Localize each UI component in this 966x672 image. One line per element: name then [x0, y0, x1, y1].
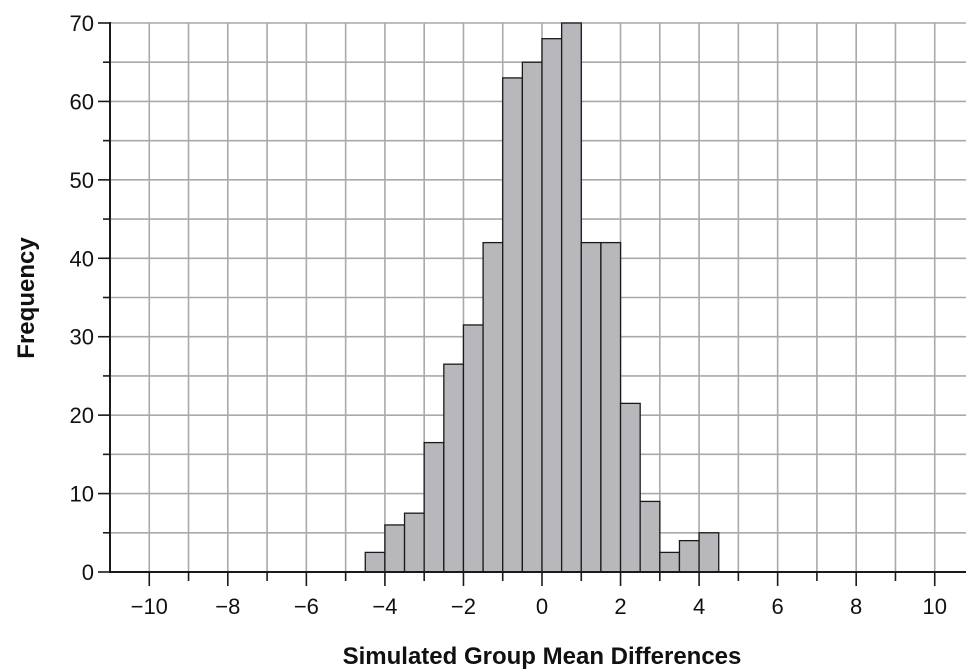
y-tick-label: 40	[70, 246, 94, 271]
histogram-bar	[619, 402, 641, 573]
y-tick-label: 70	[70, 11, 94, 36]
y-tick-label: 30	[70, 325, 94, 350]
histogram-bar	[423, 441, 445, 573]
axes	[98, 22, 966, 586]
histogram-bar	[639, 500, 661, 573]
x-tick-label: 6	[772, 594, 784, 619]
x-tick-label: −4	[372, 594, 397, 619]
x-tick-label: 10	[922, 594, 946, 619]
histogram-bar	[698, 532, 720, 573]
histogram-bar	[502, 77, 524, 573]
histogram-bar	[462, 324, 484, 573]
histogram-bar	[541, 38, 563, 573]
x-tick-label: −10	[131, 594, 168, 619]
histogram-bar	[403, 512, 425, 573]
y-tick-label: 20	[70, 403, 94, 428]
histogram-bar	[659, 551, 681, 573]
histogram-bar	[521, 61, 543, 573]
histogram-bar	[482, 241, 504, 573]
histogram-bars	[364, 22, 720, 573]
histogram-bar	[384, 524, 406, 573]
x-tick-label: −6	[294, 594, 319, 619]
y-tick-label: 60	[70, 89, 94, 114]
histogram-bar	[364, 551, 386, 573]
histogram-bar	[443, 363, 465, 573]
y-tick-label: 0	[82, 560, 94, 585]
x-tick-label: 0	[536, 594, 548, 619]
x-tick-label: 2	[614, 594, 626, 619]
histogram-bar	[560, 22, 582, 573]
histogram-bar	[600, 241, 622, 573]
y-tick-label: 10	[70, 482, 94, 507]
histogram-bar	[580, 241, 602, 573]
x-tick-label: 4	[693, 594, 705, 619]
x-tick-label: −8	[215, 594, 240, 619]
x-axis-title: Simulated Group Mean Differences	[343, 643, 742, 670]
x-tick-label: 8	[850, 594, 862, 619]
tick-labels: 0 10 20 30 40 50 60 70 −10 −8 −6 −4 −2 0 2 4 6 8 10	[70, 11, 947, 619]
y-axis-title: Frequency	[13, 237, 40, 359]
histogram-bar	[678, 539, 700, 573]
x-tick-label: −2	[451, 594, 476, 619]
y-tick-label: 50	[70, 168, 94, 193]
